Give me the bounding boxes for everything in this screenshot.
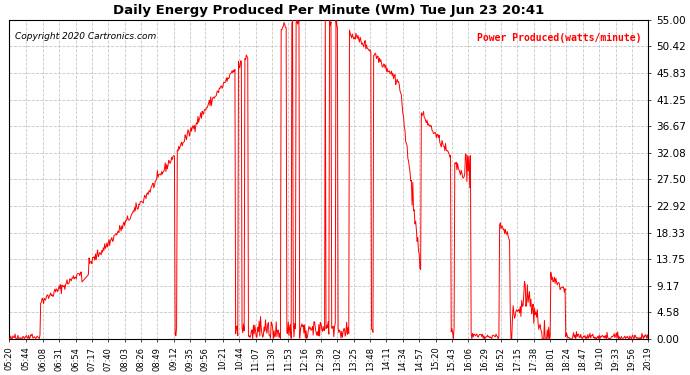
Text: Copyright 2020 Cartronics.com: Copyright 2020 Cartronics.com	[15, 33, 157, 42]
Text: Power Produced(watts/minute): Power Produced(watts/minute)	[477, 33, 642, 42]
Title: Daily Energy Produced Per Minute (Wm) Tue Jun 23 20:41: Daily Energy Produced Per Minute (Wm) Tu…	[113, 4, 544, 17]
